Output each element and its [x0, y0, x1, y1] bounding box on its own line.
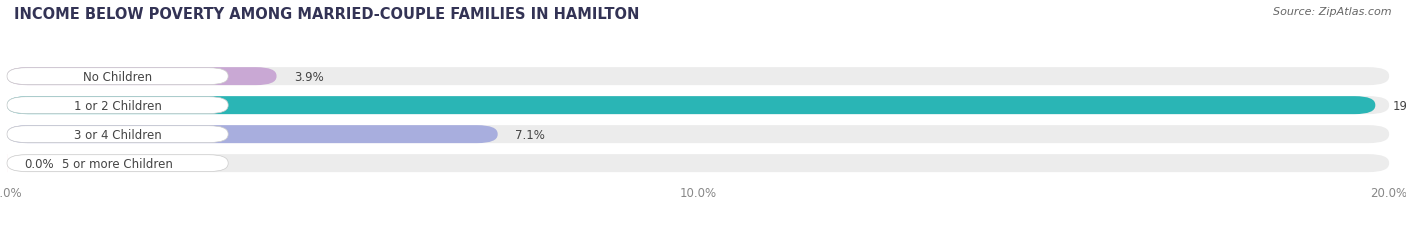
FancyBboxPatch shape — [7, 126, 1389, 143]
FancyBboxPatch shape — [7, 97, 1389, 115]
FancyBboxPatch shape — [7, 126, 228, 143]
FancyBboxPatch shape — [7, 68, 277, 86]
FancyBboxPatch shape — [7, 155, 228, 172]
Text: 3.9%: 3.9% — [294, 70, 323, 83]
FancyBboxPatch shape — [7, 155, 1389, 172]
FancyBboxPatch shape — [7, 68, 228, 85]
FancyBboxPatch shape — [7, 97, 1375, 115]
Text: No Children: No Children — [83, 70, 152, 83]
Text: 19.8%: 19.8% — [1392, 99, 1406, 112]
Text: 3 or 4 Children: 3 or 4 Children — [73, 128, 162, 141]
Text: 5 or more Children: 5 or more Children — [62, 157, 173, 170]
Text: 7.1%: 7.1% — [515, 128, 546, 141]
FancyBboxPatch shape — [7, 97, 228, 114]
Text: Source: ZipAtlas.com: Source: ZipAtlas.com — [1274, 7, 1392, 17]
Text: 1 or 2 Children: 1 or 2 Children — [73, 99, 162, 112]
FancyBboxPatch shape — [7, 68, 1389, 86]
Text: INCOME BELOW POVERTY AMONG MARRIED-COUPLE FAMILIES IN HAMILTON: INCOME BELOW POVERTY AMONG MARRIED-COUPL… — [14, 7, 640, 22]
FancyBboxPatch shape — [7, 126, 498, 143]
Text: 0.0%: 0.0% — [24, 157, 53, 170]
